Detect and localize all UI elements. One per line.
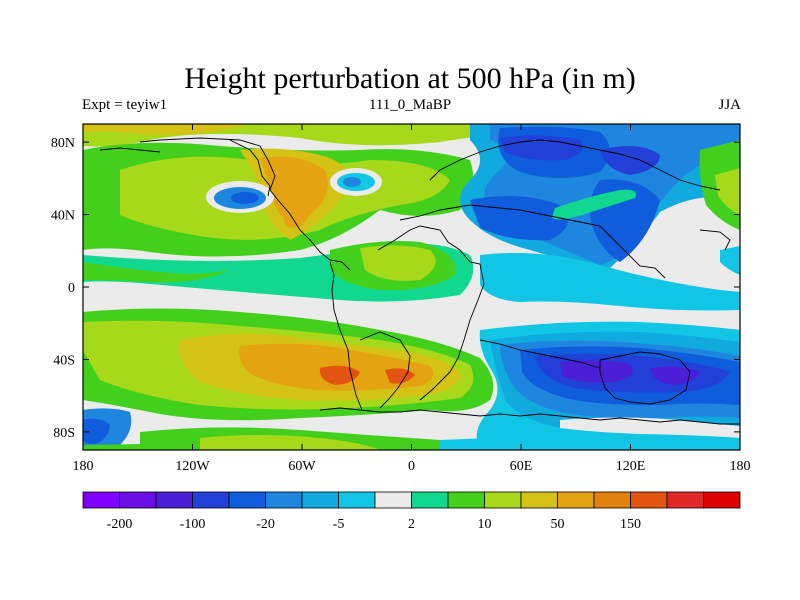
colorbar-swatch bbox=[484, 491, 522, 509]
colorbar-swatch bbox=[447, 491, 485, 509]
contour-fill bbox=[83, 124, 740, 450]
colorbar-swatch bbox=[119, 491, 157, 509]
y-tick-label: 80S bbox=[53, 426, 75, 441]
colorbar-swatch bbox=[82, 491, 120, 509]
colorbar-label: 50 bbox=[551, 517, 565, 532]
x-tick-label: 120W bbox=[175, 459, 210, 474]
coastlines bbox=[99, 137, 740, 425]
colorbar-swatch bbox=[557, 491, 595, 509]
colorbar-label: -20 bbox=[256, 517, 275, 532]
colorbar-swatch bbox=[411, 491, 449, 509]
colorbar-label: 10 bbox=[478, 517, 492, 532]
colorbar-swatch bbox=[301, 491, 339, 509]
x-tick-label: 180 bbox=[730, 459, 751, 474]
colorbar-label: 2 bbox=[408, 517, 415, 532]
colorbar-swatch bbox=[265, 491, 303, 509]
axis-ticks: 180 120W 60W 0 60E 120E 180 80N 40N 0 40S 80S bbox=[51, 124, 751, 474]
x-tick-label: 60E bbox=[510, 459, 533, 474]
x-tick-label: 180 bbox=[73, 459, 94, 474]
y-tick-label: 0 bbox=[68, 281, 75, 296]
colorbar-swatch bbox=[228, 491, 266, 509]
y-tick-label: 40N bbox=[51, 209, 75, 224]
colorbar-swatch bbox=[374, 491, 412, 509]
colorbar-swatch bbox=[666, 491, 704, 509]
colorbar-swatch bbox=[338, 491, 376, 509]
x-tick-label: 60W bbox=[288, 459, 316, 474]
colorbar-swatch bbox=[630, 491, 668, 509]
colorbar-swatch bbox=[703, 491, 741, 509]
colorbar-label: -100 bbox=[180, 517, 206, 532]
x-tick-label: 120E bbox=[616, 459, 646, 474]
colorbar-label: 150 bbox=[620, 517, 641, 532]
season-label: JJA bbox=[718, 97, 741, 113]
colorbar-swatch bbox=[155, 491, 193, 509]
period-label: 111_0_MaBP bbox=[368, 97, 452, 113]
plot-title: Height perturbation at 500 hPa (in m) bbox=[184, 62, 636, 95]
colorbar-swatch bbox=[520, 491, 558, 509]
colorbar-swatch bbox=[593, 491, 631, 509]
colorbar: -200 -100 -20 -5 2 10 50 150 bbox=[82, 491, 741, 532]
experiment-label: Expt = teyiw1 bbox=[82, 97, 168, 113]
colorbar-swatch bbox=[192, 491, 230, 509]
y-tick-label: 80N bbox=[51, 136, 75, 151]
x-tick-label: 0 bbox=[408, 459, 415, 474]
colorbar-label: -200 bbox=[107, 517, 133, 532]
y-tick-label: 40S bbox=[53, 353, 75, 368]
colorbar-label: -5 bbox=[333, 517, 345, 532]
